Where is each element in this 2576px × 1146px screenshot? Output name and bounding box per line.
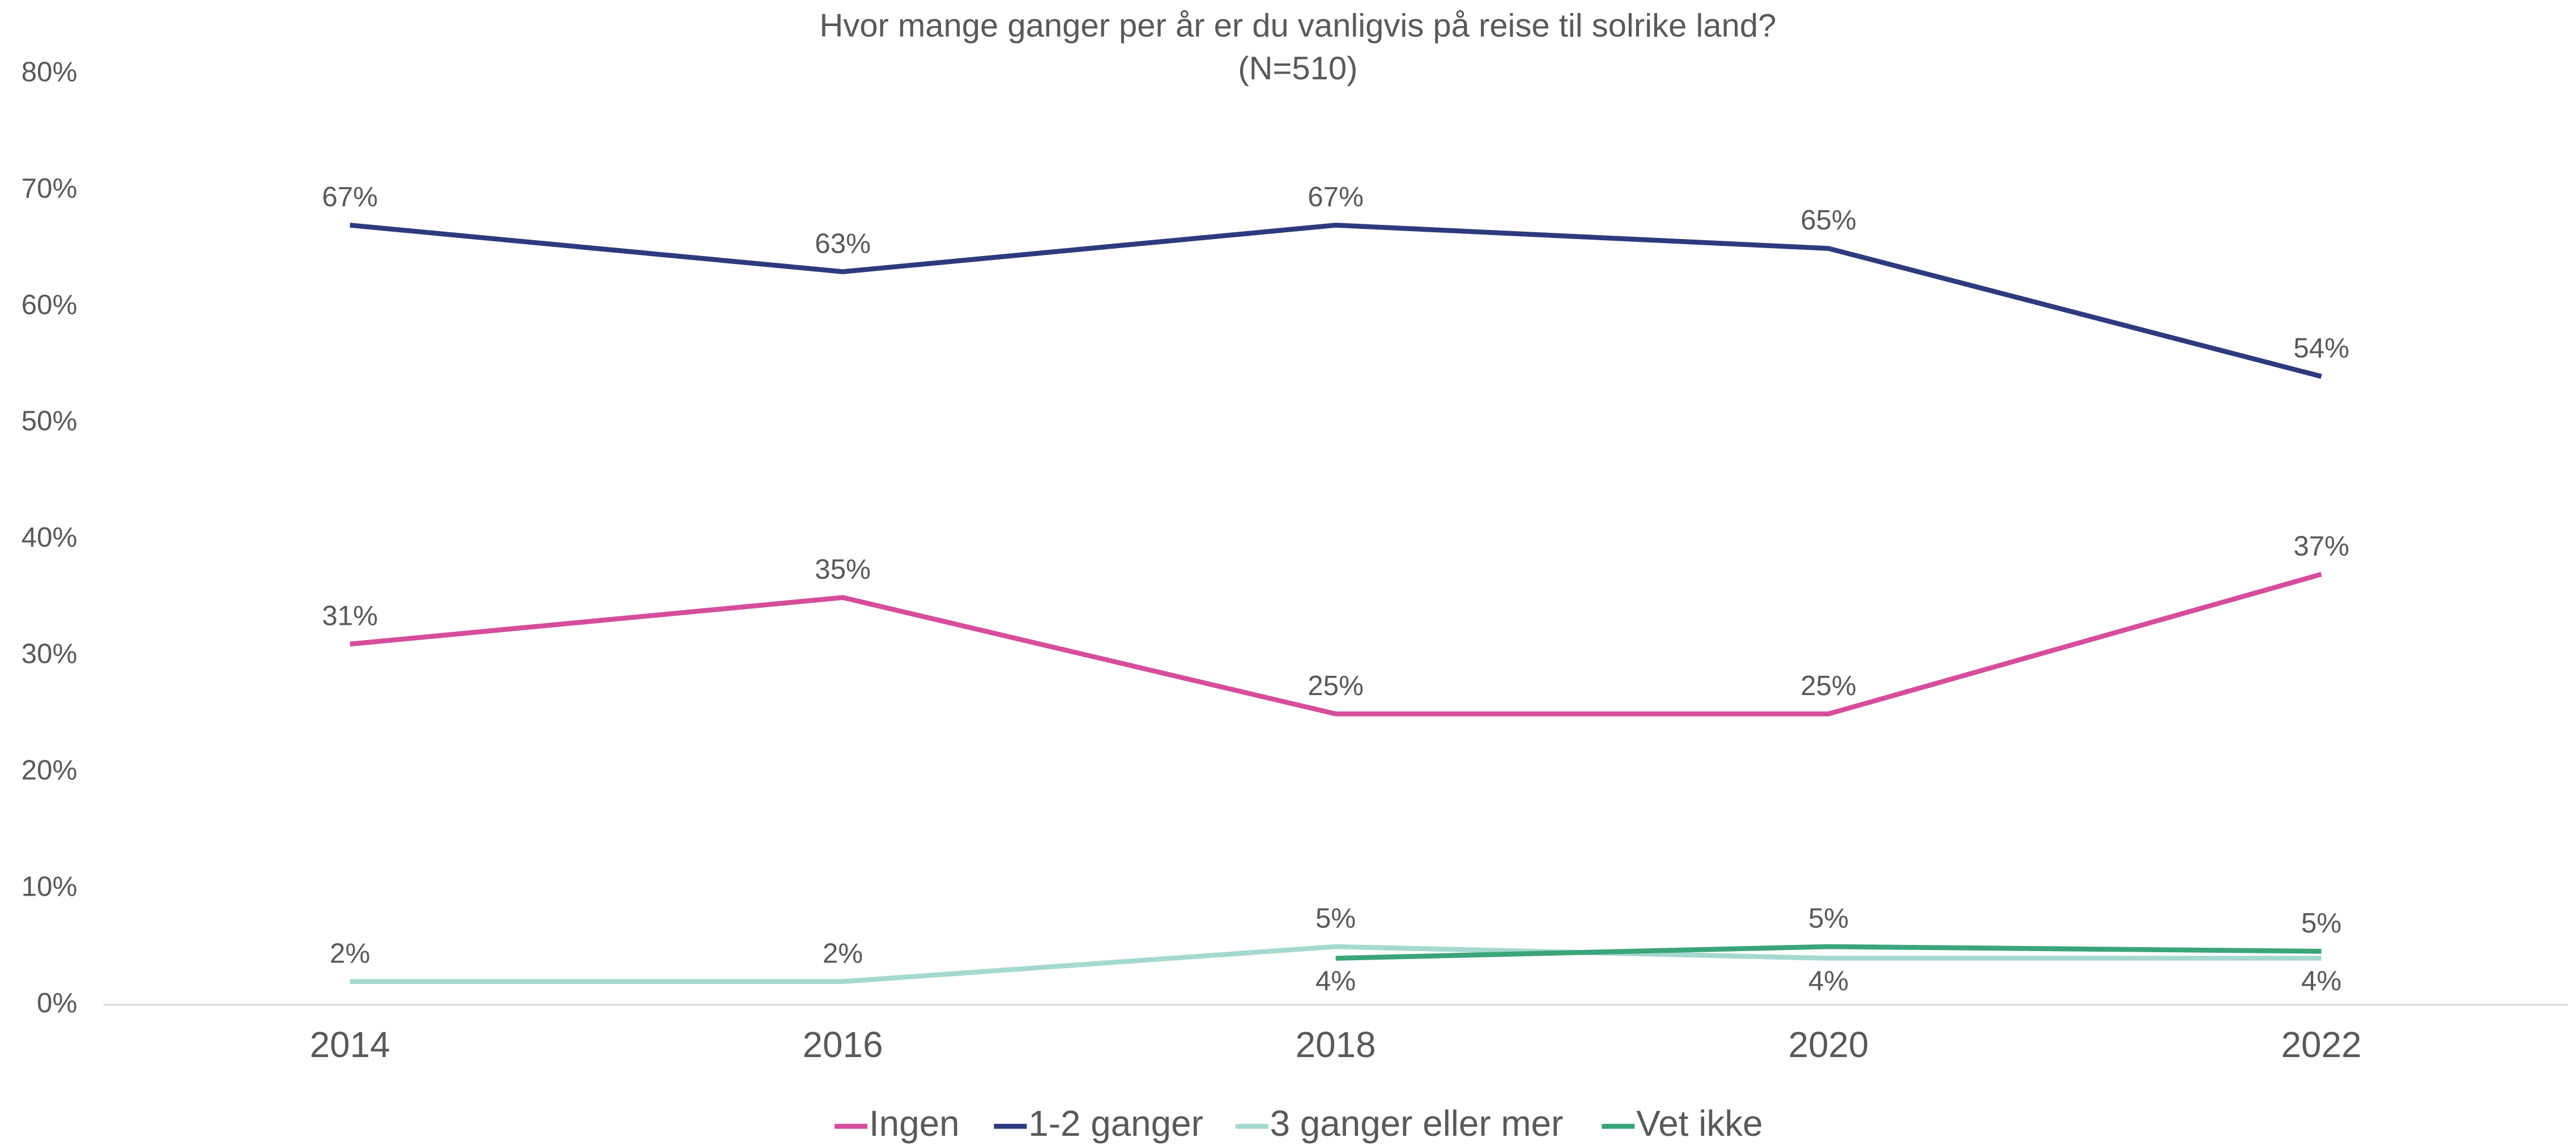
data-label: 5% bbox=[1315, 903, 1356, 934]
legend-label: Vet ikke bbox=[1636, 1103, 1762, 1144]
data-label: 4% bbox=[1808, 965, 1849, 996]
series-line bbox=[1335, 944, 2322, 961]
y-tick-label: 0% bbox=[37, 987, 77, 1019]
data-label: 65% bbox=[1800, 205, 1857, 236]
y-tick-label: 60% bbox=[22, 289, 78, 320]
chart-subtitle: (N=510) bbox=[1238, 50, 1357, 87]
x-tick-label: 2018 bbox=[1296, 1024, 1376, 1065]
chart-title: Hvor mange ganger per år er du vanligvis… bbox=[819, 8, 1776, 44]
data-label: 37% bbox=[2293, 530, 2349, 561]
x-tick-label: 2014 bbox=[310, 1024, 390, 1065]
data-label: 67% bbox=[1308, 181, 1364, 212]
series-line bbox=[350, 223, 2322, 379]
data-label: 25% bbox=[1800, 670, 1857, 701]
data-label: 2% bbox=[823, 938, 863, 969]
series-line bbox=[350, 572, 2322, 717]
legend-label: Ingen bbox=[869, 1103, 960, 1144]
y-tick-label: 50% bbox=[22, 406, 78, 437]
data-label: 5% bbox=[2301, 908, 2341, 939]
y-tick-label: 10% bbox=[22, 871, 78, 902]
x-tick-label: 2022 bbox=[2281, 1024, 2362, 1065]
y-tick-label: 30% bbox=[22, 638, 78, 670]
y-tick-label: 20% bbox=[22, 755, 78, 786]
x-tick-label: 2016 bbox=[803, 1024, 883, 1065]
data-label: 31% bbox=[322, 600, 378, 632]
y-tick-label: 80% bbox=[22, 56, 78, 87]
x-tick-label: 2020 bbox=[1789, 1024, 1869, 1065]
data-label: 4% bbox=[2301, 965, 2341, 996]
data-label: 54% bbox=[2293, 333, 2349, 364]
y-tick-label: 70% bbox=[22, 173, 78, 204]
data-label: 35% bbox=[815, 553, 871, 585]
legend-label: 1-2 ganger bbox=[1028, 1103, 1203, 1144]
data-label: 67% bbox=[322, 181, 378, 212]
y-tick-label: 40% bbox=[22, 522, 78, 553]
data-label: 25% bbox=[1308, 670, 1364, 701]
data-label: 2% bbox=[330, 938, 370, 969]
data-label: 4% bbox=[1315, 965, 1356, 996]
data-label: 5% bbox=[1808, 903, 1849, 934]
data-label: 63% bbox=[815, 228, 871, 259]
series-line bbox=[350, 944, 2322, 985]
legend-label: 3 ganger eller mer bbox=[1270, 1103, 1564, 1144]
